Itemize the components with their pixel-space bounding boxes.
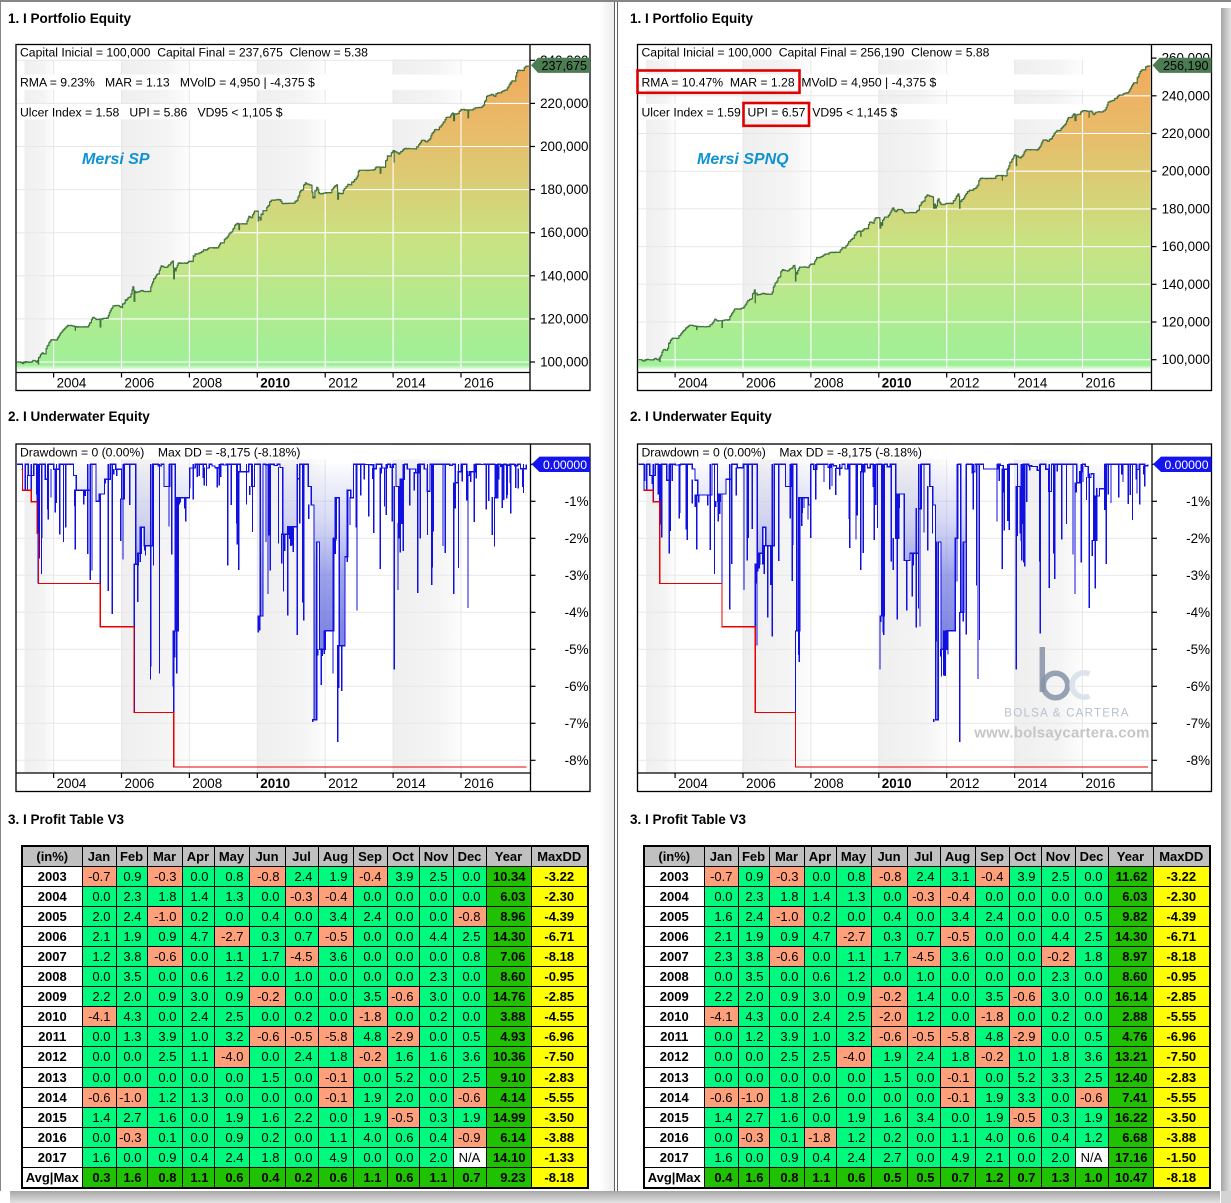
- svg-text:-5%: -5%: [565, 642, 589, 657]
- svg-text:2008: 2008: [814, 776, 844, 791]
- svg-text:2012: 2012: [328, 776, 358, 791]
- svg-text:0.00000: 0.00000: [1164, 458, 1208, 472]
- svg-text:2010: 2010: [882, 776, 912, 791]
- svg-text:160,000: 160,000: [1162, 239, 1210, 254]
- svg-text:Ulcer Index = 1.58 UPI = 5.8: Ulcer Index = 1.58 UPI = 5.86 VD95 < 1,1…: [20, 106, 283, 120]
- svg-text:2014: 2014: [396, 776, 426, 791]
- svg-text:2004: 2004: [678, 376, 708, 391]
- svg-text:Drawdown = 0 (0.00%) Max DD: Drawdown = 0 (0.00%) Max DD = -8,175 (-8…: [642, 446, 922, 460]
- svg-text:2006: 2006: [746, 776, 776, 791]
- svg-text:www.bolsaycartera.com: www.bolsaycartera.com: [973, 725, 1149, 742]
- svg-text:-1%: -1%: [1186, 494, 1210, 509]
- svg-text:140,000: 140,000: [540, 268, 588, 283]
- svg-text:RMA = 9.23% MAR = 1.13 MVo: RMA = 9.23% MAR = 1.13 MVolD = 4,950 | -…: [20, 76, 315, 90]
- svg-text:-2%: -2%: [1186, 531, 1210, 546]
- svg-text:220,000: 220,000: [540, 96, 588, 111]
- svg-text:2016: 2016: [1086, 776, 1116, 791]
- svg-text:-2%: -2%: [565, 531, 589, 546]
- svg-text:2016: 2016: [464, 776, 494, 791]
- svg-text:2012: 2012: [328, 376, 358, 391]
- svg-text:120,000: 120,000: [1162, 315, 1210, 330]
- svg-text:-7%: -7%: [1186, 716, 1210, 731]
- svg-text:2014: 2014: [396, 376, 426, 391]
- svg-text:Mersi SP: Mersi SP: [82, 151, 150, 168]
- svg-text:237,675: 237,675: [541, 59, 587, 73]
- svg-text:Drawdown = 0 (0.00%) Max DD: Drawdown = 0 (0.00%) Max DD = -8,175 (-8…: [20, 446, 300, 460]
- svg-text:Mersi SPNQ: Mersi SPNQ: [697, 151, 789, 168]
- svg-text:-6%: -6%: [1186, 679, 1210, 694]
- svg-text:-4%: -4%: [1186, 605, 1210, 620]
- svg-text:-5%: -5%: [1186, 642, 1210, 657]
- svg-text:Capital Inicial = 100,000 Cap: Capital Inicial = 100,000 Capital Final …: [20, 46, 368, 60]
- svg-text:-1%: -1%: [565, 494, 589, 509]
- svg-text:2008: 2008: [192, 376, 222, 391]
- svg-text:140,000: 140,000: [1162, 277, 1210, 292]
- svg-text:220,000: 220,000: [1162, 126, 1210, 141]
- svg-text:Ulcer Index = 1.59 UPI = 6.57: Ulcer Index = 1.59 UPI = 6.57 VD95 < 1,1…: [642, 106, 898, 120]
- svg-text:-3%: -3%: [565, 568, 589, 583]
- svg-text:2004: 2004: [57, 776, 87, 791]
- svg-text:2016: 2016: [464, 376, 494, 391]
- svg-text:2010: 2010: [260, 376, 290, 391]
- svg-text:2006: 2006: [125, 776, 155, 791]
- svg-text:Capital Inicial = 100,000 Cap: Capital Inicial = 100,000 Capital Final …: [642, 46, 990, 60]
- svg-text:200,000: 200,000: [1162, 164, 1210, 179]
- svg-text:-3%: -3%: [1186, 568, 1210, 583]
- svg-text:2014: 2014: [1018, 376, 1048, 391]
- svg-text:180,000: 180,000: [540, 182, 588, 197]
- svg-text:2004: 2004: [57, 376, 87, 391]
- svg-text:-8%: -8%: [1186, 753, 1210, 768]
- svg-text:2004: 2004: [678, 776, 708, 791]
- svg-text:160,000: 160,000: [540, 225, 588, 240]
- svg-text:0.00000: 0.00000: [543, 458, 587, 472]
- svg-text:2016: 2016: [1086, 376, 1116, 391]
- svg-text:100,000: 100,000: [1162, 352, 1210, 367]
- svg-text:200,000: 200,000: [540, 139, 588, 154]
- svg-text:240,000: 240,000: [1162, 88, 1210, 103]
- svg-text:2006: 2006: [125, 376, 155, 391]
- svg-text:-6%: -6%: [565, 679, 589, 694]
- svg-text:2006: 2006: [746, 376, 776, 391]
- svg-text:100,000: 100,000: [540, 355, 588, 370]
- svg-text:2010: 2010: [260, 776, 290, 791]
- svg-text:2008: 2008: [814, 376, 844, 391]
- svg-text:2012: 2012: [950, 776, 980, 791]
- svg-text:2008: 2008: [192, 776, 222, 791]
- svg-text:2014: 2014: [1018, 776, 1048, 791]
- svg-text:-4%: -4%: [565, 605, 589, 620]
- svg-text:180,000: 180,000: [1162, 201, 1210, 216]
- svg-text:RMA = 10.47% MAR = 1.28 MVol: RMA = 10.47% MAR = 1.28 MVolD = 4,950 | …: [642, 76, 937, 90]
- svg-text:-8%: -8%: [565, 753, 589, 768]
- svg-text:BOLSA & CARTERA: BOLSA & CARTERA: [1004, 707, 1129, 720]
- svg-text:2012: 2012: [950, 376, 980, 391]
- svg-text:-7%: -7%: [565, 716, 589, 731]
- svg-text:120,000: 120,000: [540, 311, 588, 326]
- svg-text:2010: 2010: [882, 376, 912, 391]
- svg-text:256,190: 256,190: [1163, 59, 1209, 73]
